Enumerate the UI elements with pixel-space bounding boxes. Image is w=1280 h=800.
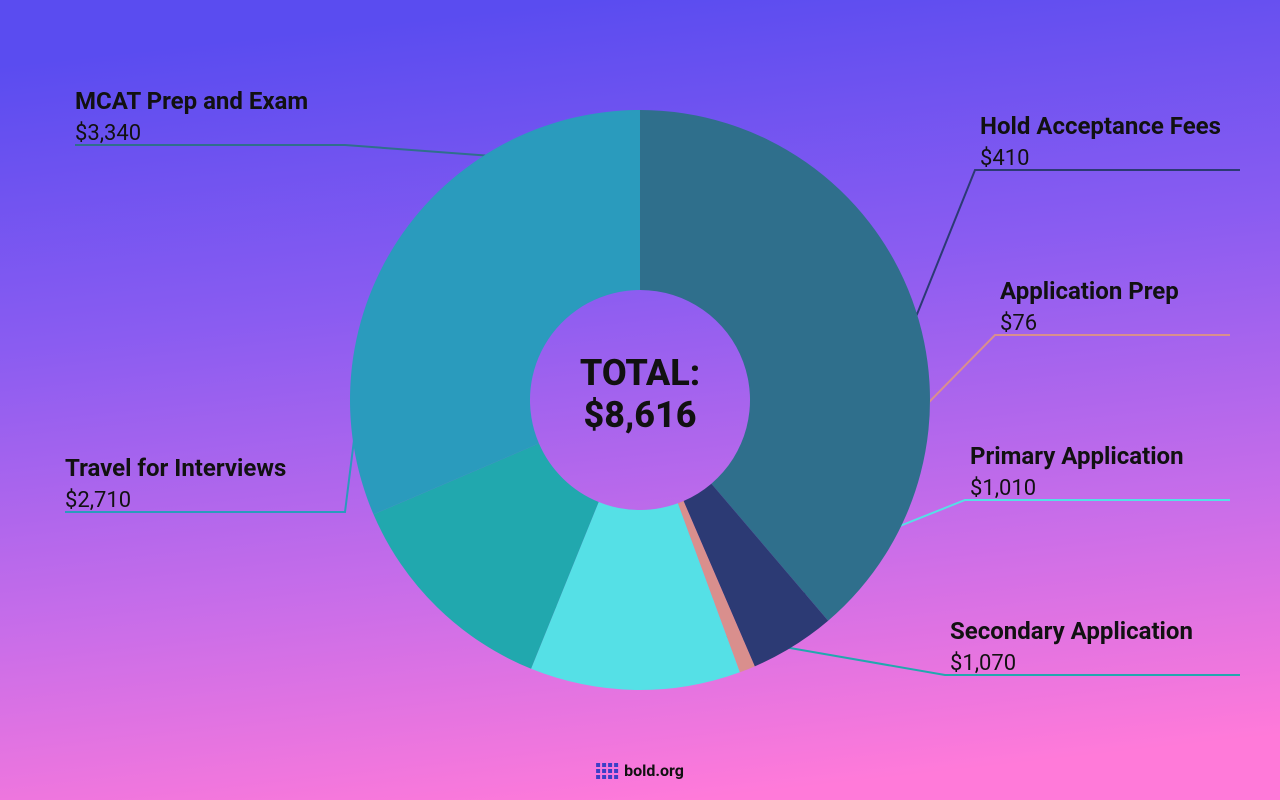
label-travel-title: Travel for Interviews bbox=[65, 452, 345, 484]
label-hold-title: Hold Acceptance Fees bbox=[980, 110, 1240, 142]
brand-dots-icon bbox=[596, 763, 618, 779]
label-appprep-title: Application Prep bbox=[1000, 275, 1230, 307]
label-secondary-value: $1,070 bbox=[950, 649, 1240, 679]
center-total-label: TOTAL: bbox=[520, 352, 760, 394]
label-hold: Hold Acceptance Fees$410 bbox=[980, 110, 1240, 174]
label-travel: Travel for Interviews$2,710 bbox=[65, 452, 345, 516]
label-travel-value: $2,710 bbox=[65, 486, 345, 516]
brand-logo: bold.org bbox=[596, 761, 684, 780]
brand-text: bold.org bbox=[624, 761, 684, 780]
label-primary-title: Primary Application bbox=[970, 440, 1230, 472]
label-mcat-value: $3,340 bbox=[75, 119, 355, 149]
label-hold-value: $410 bbox=[980, 144, 1240, 174]
label-appprep-value: $76 bbox=[1000, 309, 1230, 339]
label-appprep: Application Prep$76 bbox=[1000, 275, 1230, 339]
label-mcat: MCAT Prep and Exam$3,340 bbox=[75, 85, 355, 149]
label-mcat-title: MCAT Prep and Exam bbox=[75, 85, 355, 117]
label-secondary: Secondary Application$1,070 bbox=[950, 615, 1240, 679]
label-primary-value: $1,010 bbox=[970, 474, 1230, 504]
center-total-value: $8,616 bbox=[520, 394, 760, 436]
center-total: TOTAL: $8,616 bbox=[520, 352, 760, 436]
chart-stage: TOTAL: $8,616 MCAT Prep and Exam$3,340 Tr… bbox=[0, 0, 1280, 800]
label-secondary-title: Secondary Application bbox=[950, 615, 1240, 647]
label-primary: Primary Application$1,010 bbox=[970, 440, 1230, 504]
